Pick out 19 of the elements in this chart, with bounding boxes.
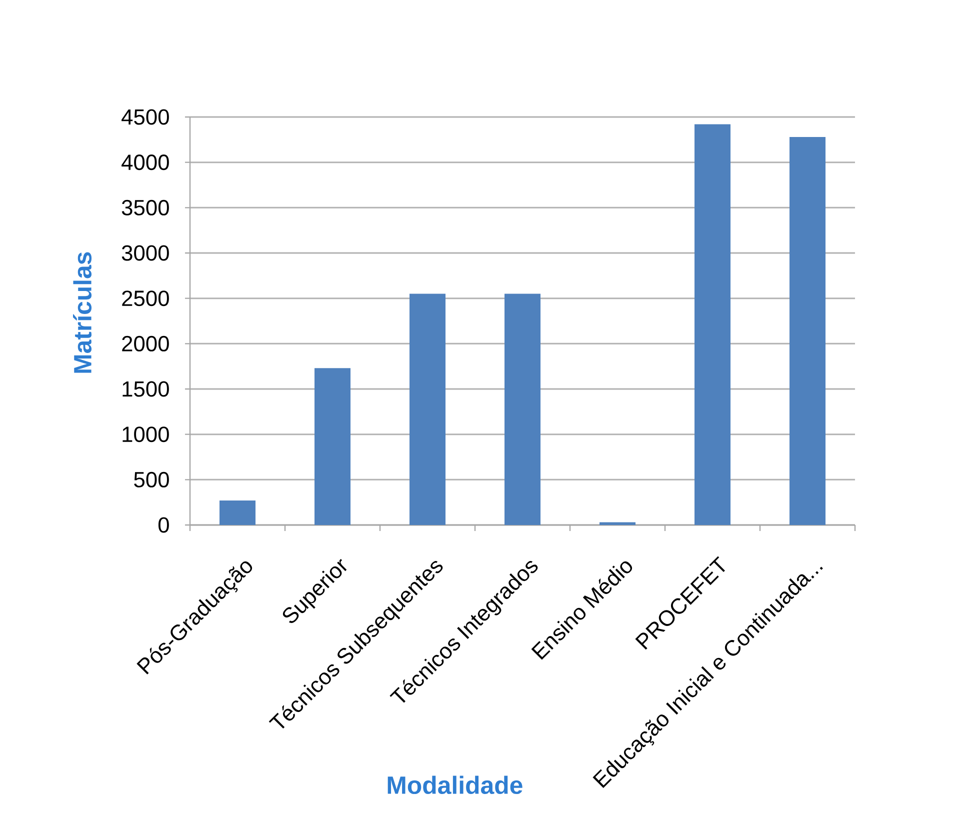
y-tick-label: 0 xyxy=(158,517,169,533)
y-tick-label: 1500 xyxy=(122,381,169,397)
bar xyxy=(504,294,540,525)
y-axis-title: Matrículas xyxy=(73,252,92,373)
bar xyxy=(410,294,446,525)
bar xyxy=(694,124,731,525)
y-tick-label: 3500 xyxy=(122,200,169,216)
y-tick-label: 2500 xyxy=(122,290,169,306)
y-tick-label: 4000 xyxy=(122,154,169,170)
x-axis-title: Modalidade xyxy=(388,776,522,794)
y-tick-label: 1000 xyxy=(122,426,169,442)
y-tick-label: 4500 xyxy=(122,109,169,125)
y-tick-label: 3000 xyxy=(122,245,169,261)
bar xyxy=(600,522,636,525)
y-tick-label: 500 xyxy=(134,472,169,488)
y-tick-label: 2000 xyxy=(122,336,169,352)
bar xyxy=(314,368,350,525)
bar xyxy=(220,500,256,525)
bar xyxy=(790,136,826,525)
